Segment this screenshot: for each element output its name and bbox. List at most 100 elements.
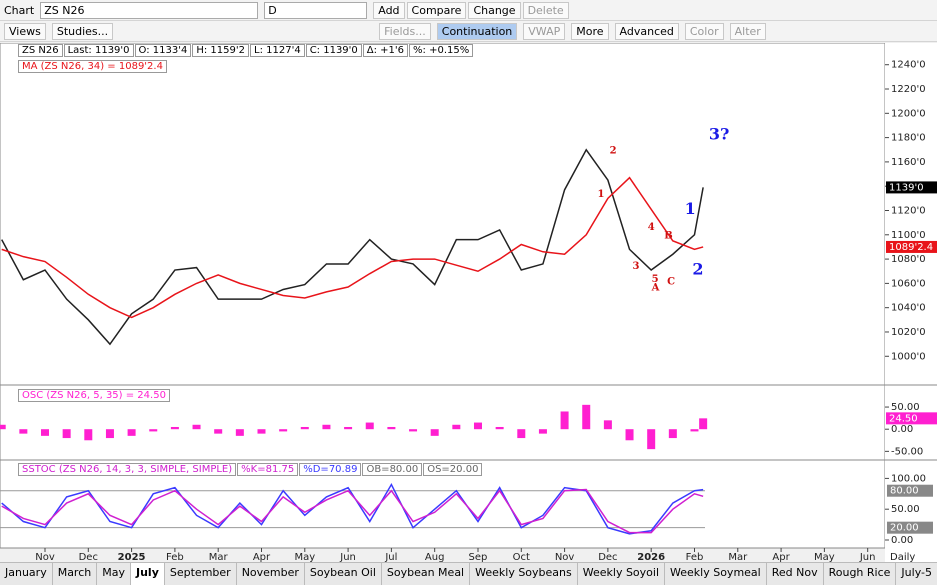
y-tick-label: 1160'0 <box>891 157 926 168</box>
wave-label: 2 <box>692 260 703 279</box>
osc-bar <box>235 429 244 436</box>
tab[interactable]: Weekly Soyoil <box>578 563 666 585</box>
toolbar-button[interactable]: Delete <box>522 1 569 19</box>
ma-legend: MA (ZS N26, 34) = 1089'2.4 <box>18 60 168 73</box>
y-tick-label: 50.00 <box>891 504 920 515</box>
series-line <box>1 176 704 319</box>
x-tick-label: Feb <box>166 552 184 562</box>
y-tick-label: 1120'0 <box>891 205 926 216</box>
y-tick-label: 0.00 <box>891 424 913 435</box>
toolbar-button[interactable]: Compare <box>406 1 467 19</box>
wave-label: 1 <box>597 189 604 200</box>
y-tick-label: 1220'0 <box>891 84 926 95</box>
tool-button[interactable]: More <box>571 22 609 40</box>
period-input[interactable]: D <box>264 1 368 19</box>
osc-bar <box>41 429 49 436</box>
osc-box-label: 24.50 <box>889 413 918 424</box>
toolbar-button[interactable]: Change <box>468 1 521 19</box>
osc-bar <box>105 429 114 439</box>
x-tick-label: Sep <box>469 552 488 562</box>
osc-bar <box>560 411 569 430</box>
tab[interactable]: November <box>237 563 305 585</box>
osc-bar <box>647 429 656 450</box>
price-box <box>886 181 937 194</box>
tool-button[interactable]: Fields... <box>379 22 431 40</box>
level-label: 80.00 <box>890 486 919 497</box>
tool-button[interactable]: Views <box>4 22 46 40</box>
tab[interactable]: January <box>0 563 53 585</box>
tab[interactable]: Rough Rice <box>824 563 897 585</box>
tool-button[interactable]: Alter <box>729 22 766 40</box>
osc-bar <box>84 429 93 441</box>
tab[interactable]: Soybean Oil <box>305 563 382 585</box>
level-box <box>887 484 933 497</box>
osc-bar <box>127 429 136 436</box>
chart: 1000'01020'01040'01060'01080'01100'01120… <box>0 43 937 562</box>
tool-button[interactable]: Advanced <box>614 22 679 40</box>
y-tick-label: 1200'0 <box>891 108 926 119</box>
tab[interactable]: July <box>131 563 165 585</box>
tab-bar: January March May July September November Soyb… <box>0 562 937 585</box>
wave-label: B <box>664 231 672 242</box>
y-tick-label: 1240'0 <box>891 60 926 71</box>
y-tick-label: 1000'0 <box>891 351 926 362</box>
level-label: 20.00 <box>890 523 919 534</box>
y-tick-label: 100.00 <box>891 473 926 484</box>
x-tick-label: Nov <box>35 552 55 562</box>
osc-bar <box>517 429 526 439</box>
legend-item: Δ: +1'6 <box>362 44 409 57</box>
x-tick-label: May <box>294 552 315 562</box>
osc-bar <box>495 426 504 430</box>
x-tick-label: Mar <box>209 552 229 562</box>
tool-button[interactable]: Studies... <box>51 22 114 40</box>
wave-label: 1 <box>685 199 696 218</box>
legend-item: SSTOC (ZS N26, 14, 3, 3, SIMPLE, SIMPLE) <box>18 463 237 476</box>
toolbar: Chart ZS N26 D Add Compare Change Delete <box>0 0 937 21</box>
ma-legend-text: MA (ZS N26, 34) = 1089'2.4 <box>18 60 167 73</box>
level-box <box>887 521 933 534</box>
tab[interactable]: Weekly Soymeal <box>665 563 767 585</box>
osc-bar <box>19 429 28 434</box>
tab[interactable]: Soybean Meal <box>382 563 471 585</box>
tab[interactable]: Weekly Soybeans <box>470 563 578 585</box>
x-tick-label: Jun <box>859 552 876 562</box>
tab[interactable]: July-5 <box>896 563 937 585</box>
wave-label: A <box>651 283 660 294</box>
osc-bar <box>582 404 591 430</box>
osc-bar <box>62 429 71 439</box>
osc-bar <box>452 424 461 430</box>
osc-bar <box>257 429 266 434</box>
y-tick-label: 1020'0 <box>891 327 926 338</box>
tab[interactable]: May <box>97 563 131 585</box>
osc-bar <box>170 426 179 430</box>
osc-bar <box>300 426 309 430</box>
mode-label: Daily <box>890 552 915 562</box>
wave-label: 5 <box>652 274 659 285</box>
tool-button[interactable]: Color <box>684 22 724 40</box>
tab[interactable]: March <box>53 563 98 585</box>
legend-item: %D=70.89 <box>299 463 362 476</box>
wave-label: C <box>667 277 675 288</box>
osc-bar <box>625 429 634 441</box>
toolbar-button[interactable]: Add <box>373 1 405 19</box>
legend-item: ZS N26 <box>18 44 63 57</box>
legend-item: OB=80.00 <box>362 463 423 476</box>
y-tick-label: 1060'0 <box>891 278 926 289</box>
osc-bar <box>322 424 331 430</box>
osc-bar <box>344 426 353 430</box>
osc-legend: OSC (ZS N26, 5, 35) = 24.50 <box>18 389 171 402</box>
wave-label: 3 <box>633 261 640 272</box>
tab[interactable]: September <box>165 563 237 585</box>
y-tick-label: 1040'0 <box>891 303 926 314</box>
legend-item: H: 1159'2 <box>192 44 249 57</box>
series-line <box>1 148 704 346</box>
tab[interactable]: Red Nov <box>767 563 824 585</box>
tool-button[interactable]: Continuation <box>436 22 518 40</box>
symbol-input[interactable]: ZS N26 <box>40 1 259 19</box>
tool-button[interactable]: VWAP <box>523 22 566 40</box>
x-tick-label: Dec <box>598 552 617 562</box>
legend-item: C: 1139'0 <box>305 44 362 57</box>
buttons: Add Compare Change Delete <box>373 1 569 19</box>
x-tick-label: 2026 <box>637 552 665 562</box>
